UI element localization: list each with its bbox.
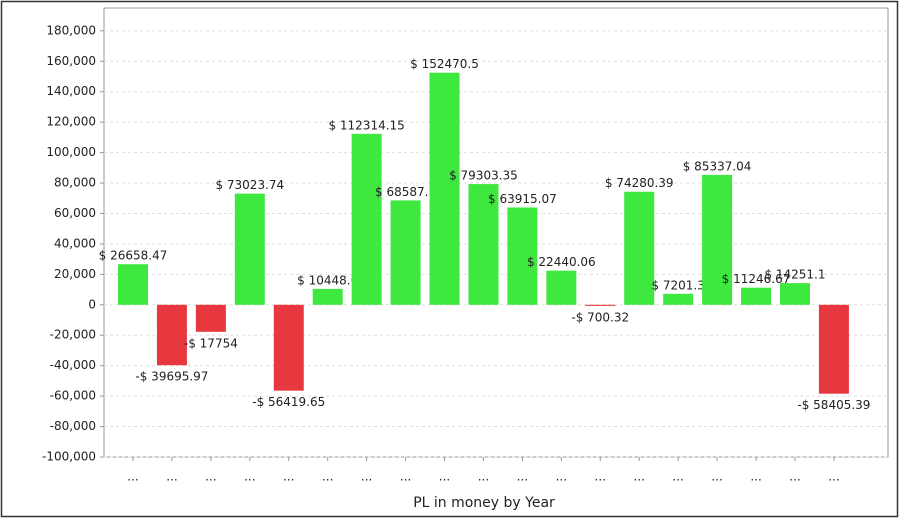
x-tick-label: ... bbox=[672, 470, 683, 484]
bar bbox=[312, 288, 343, 305]
bar bbox=[273, 304, 304, 391]
x-tick-label: ... bbox=[517, 470, 528, 484]
x-tick-label: ... bbox=[244, 470, 255, 484]
x-tick-label: ... bbox=[595, 470, 606, 484]
data-label: $ 85337.04 bbox=[683, 159, 752, 173]
y-tick-label: 160,000 bbox=[46, 54, 96, 68]
bar bbox=[585, 304, 616, 306]
bar bbox=[779, 283, 810, 305]
x-tick-label: ... bbox=[205, 470, 216, 484]
bar bbox=[351, 133, 382, 305]
data-label: $ 10448.0 bbox=[297, 273, 358, 287]
data-label: $ 68587.1 bbox=[375, 185, 436, 199]
data-label: $ 79303.35 bbox=[449, 169, 518, 183]
bar bbox=[741, 287, 772, 305]
y-tick-label: 140,000 bbox=[46, 84, 96, 98]
data-label: $ 22440.06 bbox=[527, 255, 596, 269]
y-tick-label: 80,000 bbox=[54, 176, 96, 190]
data-label: $ 63915.07 bbox=[488, 192, 557, 206]
bar bbox=[195, 304, 226, 332]
bar bbox=[468, 184, 499, 305]
x-tick-label: ... bbox=[711, 470, 722, 484]
x-tick-label: ... bbox=[127, 470, 138, 484]
x-tick-label: ... bbox=[439, 470, 450, 484]
data-label: $ 112314.15 bbox=[328, 118, 404, 132]
x-tick-label: ... bbox=[322, 470, 333, 484]
bar bbox=[818, 304, 849, 394]
y-tick-label: 0 bbox=[88, 297, 96, 311]
bar bbox=[429, 72, 460, 305]
bar bbox=[663, 293, 694, 305]
y-tick-label: -60,000 bbox=[50, 389, 96, 403]
data-label: $ 14251.1 bbox=[764, 268, 825, 282]
x-tick-label: ... bbox=[633, 470, 644, 484]
data-label: -$ 39695.97 bbox=[135, 370, 208, 384]
data-label: $ 74280.39 bbox=[605, 176, 674, 190]
x-tick-label: ... bbox=[400, 470, 411, 484]
y-tick-label: 100,000 bbox=[46, 145, 96, 159]
y-tick-label: -20,000 bbox=[50, 328, 96, 342]
y-tick-label: 120,000 bbox=[46, 115, 96, 129]
x-tick-label: ... bbox=[361, 470, 372, 484]
data-label: $ 73023.74 bbox=[215, 178, 284, 192]
bar bbox=[507, 207, 538, 305]
data-label: -$ 17754 bbox=[184, 336, 238, 350]
x-tick-label: ... bbox=[556, 470, 567, 484]
x-axis-title: PL in money by Year bbox=[413, 495, 555, 511]
data-label: $ 7201.3 bbox=[651, 278, 704, 292]
data-label: $ 11246.67 bbox=[722, 272, 791, 286]
y-tick-label: 60,000 bbox=[54, 206, 96, 220]
data-label: -$ 58405.39 bbox=[797, 398, 870, 412]
x-tick-label: ... bbox=[166, 470, 177, 484]
bar bbox=[390, 200, 421, 305]
y-tick-label: -100,000 bbox=[42, 450, 96, 464]
data-label: $ 152470.5 bbox=[410, 57, 479, 71]
bar bbox=[156, 304, 187, 366]
x-tick-label: ... bbox=[478, 470, 489, 484]
x-tick-label: ... bbox=[789, 470, 800, 484]
bar bbox=[234, 193, 265, 305]
data-label: -$ 56419.65 bbox=[252, 395, 325, 409]
y-tick-label: 180,000 bbox=[46, 23, 96, 37]
y-tick-label: 20,000 bbox=[54, 267, 96, 281]
x-tick-label: ... bbox=[750, 470, 761, 484]
y-tick-label: -40,000 bbox=[50, 358, 96, 372]
bar bbox=[546, 270, 577, 305]
bar bbox=[118, 264, 148, 305]
bar bbox=[702, 174, 733, 305]
x-tick-label: ... bbox=[283, 470, 294, 484]
data-label: $ 26658.47 bbox=[99, 249, 168, 263]
x-tick-label: ... bbox=[828, 470, 839, 484]
bar bbox=[624, 191, 655, 305]
y-tick-label: 40,000 bbox=[54, 236, 96, 250]
y-tick-label: -80,000 bbox=[50, 419, 96, 433]
data-label: -$ 700.32 bbox=[571, 310, 629, 324]
